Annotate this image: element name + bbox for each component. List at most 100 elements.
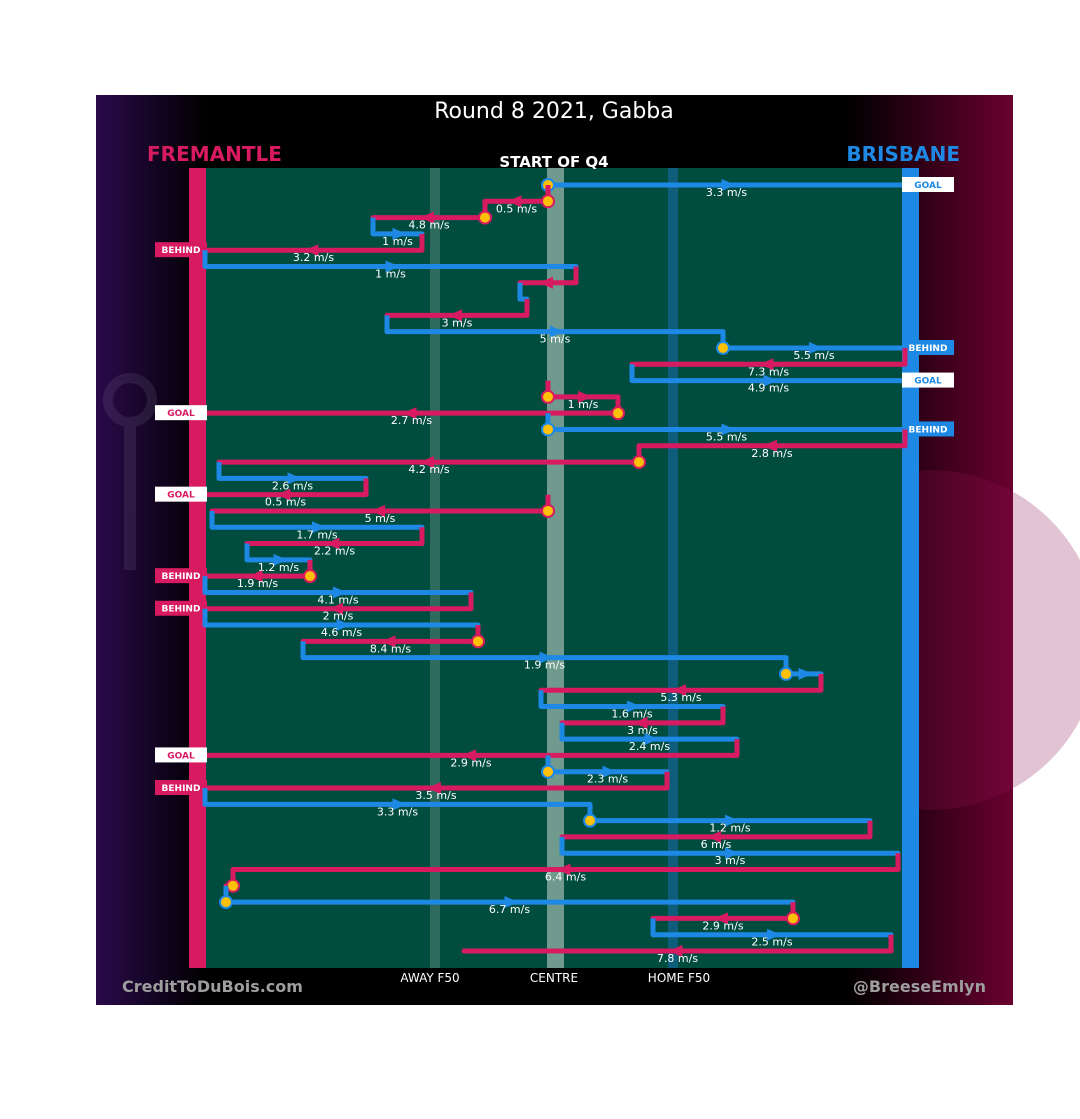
result-label: BEHIND — [909, 344, 948, 354]
chart-subtitle: START OF Q4 — [499, 153, 608, 171]
result-badge — [902, 421, 954, 437]
home-f50-line — [668, 168, 678, 968]
speed-label: 4.2 m/s — [408, 463, 449, 476]
speed-label: 1.9 m/s — [237, 577, 278, 590]
speed-label: 2.2 m/s — [314, 545, 355, 558]
result-label: GOAL — [167, 409, 195, 419]
result-label: GOAL — [167, 491, 195, 501]
direction-arrow — [721, 423, 736, 436]
direction-arrow — [767, 928, 781, 941]
result-badge — [902, 372, 954, 388]
direction-arrow — [714, 912, 728, 925]
speed-label: 2.3 m/s — [587, 773, 628, 786]
credit-left: CreditToDuBois.com — [122, 977, 303, 996]
result-label: BEHIND — [162, 246, 201, 256]
speed-label: 3.3 m/s — [706, 186, 747, 199]
speed-label: 4.9 m/s — [748, 382, 789, 395]
speed-label: 7.3 m/s — [748, 365, 789, 378]
direction-arrow — [627, 700, 641, 713]
away-team-label: FREMANTLE — [147, 142, 282, 166]
direction-arrow — [304, 244, 319, 257]
speed-label: 5.5 m/s — [706, 430, 747, 443]
result-label: GOAL — [167, 751, 195, 761]
possession-chains: 3.3 m/s GOAL 0.5 m/s 4.8 m/s 1 m/s 3.2 m/s BEH… — [155, 177, 954, 965]
speed-label: 6.4 m/s — [545, 871, 586, 884]
direction-arrow — [798, 667, 813, 680]
direction-arrow — [392, 227, 407, 240]
ball-up-marker — [226, 878, 240, 893]
direction-arrow — [329, 602, 343, 615]
chart-title: Round 8 2021, Gabba — [434, 99, 674, 124]
result-badge — [155, 568, 207, 584]
speed-label: 7.8 m/s — [657, 952, 698, 965]
speed-label: 4.6 m/s — [321, 626, 362, 639]
ball-up-marker — [541, 422, 555, 437]
result-badge — [155, 405, 207, 421]
direction-arrow — [448, 309, 462, 322]
result-badge — [155, 242, 207, 258]
ball-up-marker — [632, 455, 646, 470]
speed-label: 2.5 m/s — [751, 936, 792, 949]
speed-label: 1 m/s — [375, 267, 406, 280]
direction-arrow — [507, 195, 522, 208]
speed-label: 6.7 m/s — [489, 903, 530, 916]
speed-label: 3.5 m/s — [415, 789, 456, 802]
direction-arrow — [556, 863, 571, 876]
direction-arrow — [504, 896, 519, 909]
speed-label: 2.4 m/s — [629, 740, 670, 753]
direction-arrow — [371, 504, 385, 517]
direction-arrow — [759, 358, 774, 371]
direction-arrow — [668, 945, 683, 957]
ball-up-marker — [541, 503, 555, 518]
speed-label: 2.6 m/s — [272, 479, 313, 492]
ball-up-marker — [541, 389, 555, 404]
direction-arrow — [402, 407, 417, 420]
result-label: BEHIND — [162, 572, 201, 582]
fremantle-goal-bar — [189, 168, 206, 968]
direction-arrow — [644, 733, 659, 746]
ball-up-marker — [541, 194, 555, 209]
result-badge — [155, 747, 207, 763]
speed-label: 1.2 m/s — [258, 561, 299, 574]
direction-arrow — [392, 798, 407, 811]
direction-arrow — [333, 586, 347, 599]
direction-arrow — [763, 439, 777, 452]
direction-arrow — [312, 521, 326, 534]
result-badge — [155, 486, 207, 502]
speed-label: 2.7 m/s — [391, 414, 432, 427]
home-team-label: BRISBANE — [846, 142, 960, 166]
ball-up-marker — [779, 666, 793, 681]
brisbane-goal-bar — [902, 168, 919, 968]
direction-arrow — [539, 651, 554, 664]
direction-arrow — [707, 830, 721, 843]
ball-up-marker — [716, 340, 730, 355]
speed-label: 4.8 m/s — [408, 219, 449, 232]
speed-label: 1 m/s — [568, 398, 599, 411]
speed-label: 1.9 m/s — [524, 659, 565, 672]
speed-label: 3.3 m/s — [377, 805, 418, 818]
direction-arrow — [763, 374, 778, 387]
ball-up-marker — [786, 911, 800, 926]
direction-arrow — [672, 684, 686, 697]
x-tick-away-f50: AWAY F50 — [400, 971, 459, 985]
speed-label: 0.5 m/s — [265, 496, 306, 509]
direction-arrow — [287, 472, 302, 485]
direction-arrow — [420, 211, 434, 224]
direction-arrow — [578, 390, 592, 403]
result-label: GOAL — [914, 377, 942, 387]
direction-arrow — [420, 456, 434, 469]
direction-arrow — [248, 570, 263, 583]
speed-label: 1.7 m/s — [296, 528, 337, 541]
speed-label: 2.9 m/s — [450, 756, 491, 769]
direction-arrow — [809, 341, 823, 354]
ball-up-marker — [541, 764, 555, 779]
result-label: GOAL — [914, 181, 942, 191]
speed-label: 1.6 m/s — [611, 708, 652, 721]
direction-arrow — [539, 276, 553, 289]
speed-label: 2.8 m/s — [751, 447, 792, 460]
speed-label: 3 m/s — [442, 316, 473, 329]
result-badge — [902, 177, 954, 192]
direction-arrow — [725, 814, 739, 827]
ball-up-marker — [303, 569, 317, 584]
ball-up-marker — [471, 634, 485, 649]
